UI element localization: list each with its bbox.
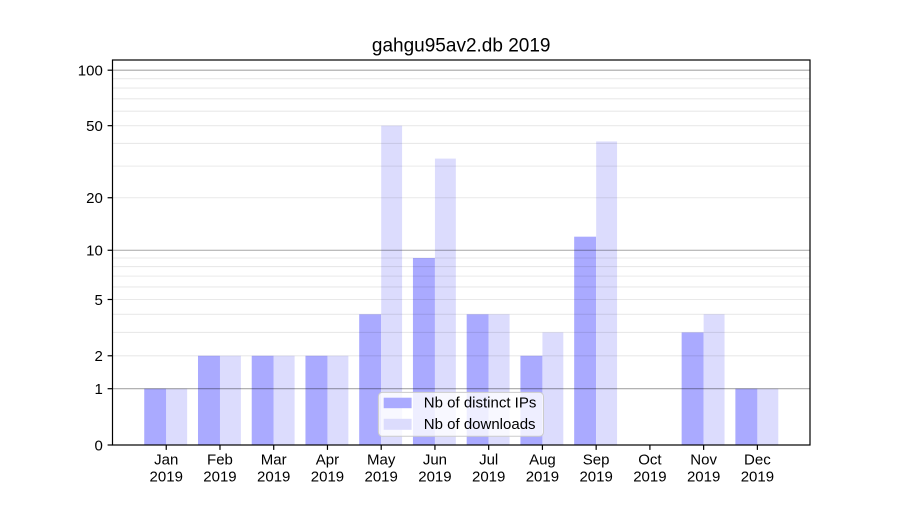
svg-text:5: 5 [94,292,102,309]
svg-text:Jun: Jun [423,452,447,469]
svg-text:Nb of downloads: Nb of downloads [424,416,536,433]
svg-text:2019: 2019 [418,469,451,486]
svg-text:Dec: Dec [744,452,771,469]
svg-text:2019: 2019 [472,469,505,486]
svg-text:May: May [367,452,396,469]
svg-text:50: 50 [86,118,103,135]
svg-text:Oct: Oct [638,452,662,469]
svg-text:Jul: Jul [479,452,498,469]
svg-text:Jan: Jan [154,452,178,469]
svg-text:100: 100 [78,62,103,79]
svg-text:10: 10 [86,243,103,260]
svg-text:0: 0 [94,437,102,454]
svg-text:2019: 2019 [311,469,344,486]
svg-text:2019: 2019 [257,469,290,486]
svg-text:2: 2 [94,348,102,365]
svg-text:1: 1 [94,381,102,398]
svg-text:Nb of distinct IPs: Nb of distinct IPs [424,395,537,412]
svg-text:Feb: Feb [207,452,233,469]
svg-text:Nov: Nov [690,452,717,469]
svg-text:2019: 2019 [526,469,559,486]
svg-text:2019: 2019 [365,469,398,486]
svg-text:2019: 2019 [741,469,774,486]
svg-text:Mar: Mar [261,452,287,469]
svg-text:20: 20 [86,190,103,207]
svg-text:2019: 2019 [633,469,666,486]
svg-text:Apr: Apr [316,452,339,469]
svg-text:2019: 2019 [579,469,612,486]
svg-text:gahgu95av2.db 2019: gahgu95av2.db 2019 [372,36,551,57]
svg-text:2019: 2019 [203,469,236,486]
svg-text:2019: 2019 [687,469,720,486]
svg-text:Aug: Aug [529,452,556,469]
svg-text:2019: 2019 [150,469,183,486]
svg-text:Sep: Sep [583,452,610,469]
